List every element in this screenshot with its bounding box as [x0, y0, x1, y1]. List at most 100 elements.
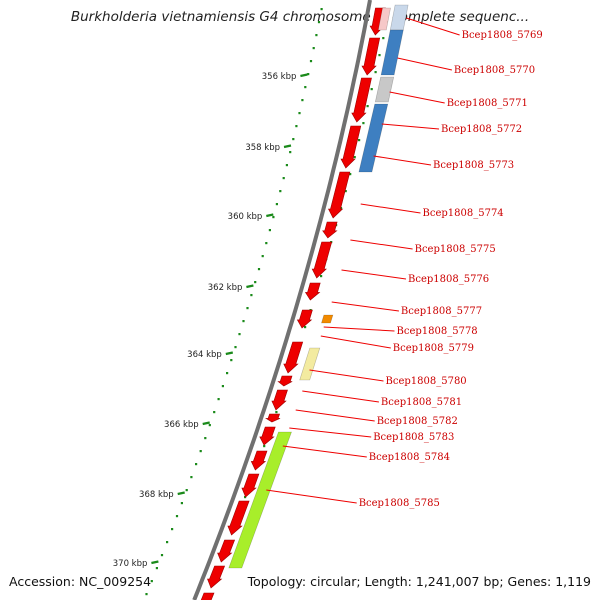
gene-label[interactable]: Bcep1808_5776 — [408, 274, 489, 285]
forward-gene-arrow[interactable] — [322, 221, 338, 239]
forward-gene-arrow[interactable] — [296, 309, 313, 329]
gene-label-leader — [389, 91, 445, 104]
gene-label-leader — [309, 369, 384, 382]
forward-gene-arrow[interactable] — [361, 37, 381, 76]
forward-gene-arrow[interactable] — [340, 125, 362, 169]
ruler-dot — [213, 411, 216, 414]
ruler-dot — [315, 34, 318, 37]
ruler-dot — [238, 333, 241, 336]
guide-dot — [382, 37, 385, 40]
ruler-dot — [309, 60, 313, 63]
gene-label-leader — [282, 445, 367, 458]
guide-dot — [349, 173, 352, 176]
forward-gene-arrow[interactable] — [271, 389, 288, 411]
ruler-dot — [312, 47, 315, 50]
ruler-dot — [160, 554, 164, 557]
gene-label-leader — [341, 269, 407, 280]
forward-gene-arrow[interactable] — [259, 426, 276, 446]
forward-gene-arrow[interactable] — [265, 413, 281, 423]
ruler-dot — [265, 242, 268, 245]
gene-label[interactable]: Bcep1808_5785 — [359, 498, 440, 509]
forward-gene-arrow[interactable] — [198, 592, 215, 600]
forward-gene-block[interactable] — [377, 7, 391, 31]
ruler-dot — [204, 437, 207, 440]
kbp-tick-mark — [225, 351, 234, 356]
forward-gene-arrow[interactable] — [283, 341, 304, 374]
gene-label[interactable]: Bcep1808_5784 — [369, 452, 450, 463]
ruler-dot — [307, 73, 310, 76]
ruler-dot — [180, 502, 183, 505]
reverse-gene-block[interactable] — [380, 29, 404, 76]
reverse-gene-block[interactable] — [389, 4, 409, 31]
forward-gene-arrow[interactable] — [277, 375, 293, 387]
gene-label[interactable]: Bcep1808_5770 — [454, 65, 535, 76]
guide-dot — [378, 54, 381, 57]
ruler-dot — [221, 385, 224, 388]
ruler-dot — [155, 567, 158, 570]
ruler-dot — [268, 229, 271, 232]
gene-label[interactable]: Bcep1808_5769 — [462, 30, 543, 41]
gene-label[interactable]: Bcep1808_5783 — [373, 432, 454, 443]
kbp-tick-mark — [177, 491, 185, 496]
gene-label[interactable]: Bcep1808_5774 — [423, 208, 504, 219]
kbp-tick-label: 362 kbp — [208, 283, 243, 293]
gene-label[interactable]: Bcep1808_5782 — [377, 416, 458, 427]
forward-gene-arrow[interactable] — [304, 282, 321, 301]
accession-text: Accession: NC_009254 — [9, 574, 152, 589]
ruler-dot — [199, 450, 202, 453]
forward-gene-arrow[interactable] — [241, 473, 260, 498]
ruler-dot — [289, 151, 292, 154]
gene-label-leader — [289, 427, 372, 438]
guide-dot — [374, 71, 377, 74]
gene-label[interactable]: Bcep1808_5772 — [441, 124, 522, 135]
guide-dot — [366, 105, 369, 108]
ruler-dot — [150, 580, 153, 583]
forward-gene-arrow[interactable] — [351, 77, 372, 123]
reverse-gene-block[interactable] — [228, 431, 292, 569]
guide-dot — [244, 496, 247, 499]
ruler-dot — [304, 86, 307, 89]
guide-dot — [370, 88, 373, 91]
forward-gene-arrow[interactable] — [217, 539, 236, 563]
reverse-gene-block[interactable] — [358, 103, 389, 173]
gene-label[interactable]: Bcep1808_5778 — [397, 326, 478, 337]
ruler-dot — [282, 177, 285, 180]
gene-label[interactable]: Bcep1808_5779 — [393, 343, 474, 354]
gene-label[interactable]: Bcep1808_5781 — [381, 397, 462, 408]
kbp-tick-label: 370 kbp — [113, 559, 148, 569]
kbp-tick-label: 364 kbp — [187, 350, 222, 360]
forward-gene-arrow[interactable] — [207, 565, 226, 589]
reverse-gene-block[interactable] — [321, 314, 334, 324]
guide-dot — [304, 326, 307, 329]
ruler-dot — [246, 307, 249, 310]
reverse-gene-block[interactable] — [374, 76, 395, 103]
gene-label[interactable]: Bcep1808_5777 — [401, 306, 482, 317]
kbp-tick-label: 358 kbp — [245, 143, 280, 153]
ruler-dot — [301, 99, 304, 102]
ruler-dot — [261, 255, 264, 258]
gene-label-leader — [381, 123, 440, 130]
ruler-dot — [226, 372, 229, 375]
guide-dot — [320, 275, 323, 278]
forward-gene-arrow[interactable] — [227, 500, 250, 536]
gene-label[interactable]: Bcep1808_5775 — [415, 244, 496, 255]
gene-label[interactable]: Bcep1808_5780 — [386, 376, 467, 387]
gene-label[interactable]: Bcep1808_5773 — [433, 160, 514, 171]
ruler-dot — [185, 489, 188, 492]
genome-backbone — [192, 0, 372, 600]
ruler-dot — [208, 424, 211, 427]
ruler-dot — [230, 359, 233, 362]
gene-label-leader — [266, 489, 357, 504]
ruler-dot — [298, 112, 301, 115]
forward-gene-arrow[interactable] — [250, 450, 268, 471]
forward-gene-arrow[interactable] — [311, 241, 333, 279]
forward-gene-arrow[interactable] — [328, 171, 351, 219]
reverse-gene-block[interactable] — [299, 347, 321, 381]
ruler-dot — [250, 294, 253, 297]
kbp-tick-label: 368 kbp — [139, 490, 174, 500]
ruler-dot — [295, 125, 298, 128]
gene-label[interactable]: Bcep1808_5771 — [447, 98, 528, 109]
kbp-tick-label: 366 kbp — [164, 420, 199, 430]
